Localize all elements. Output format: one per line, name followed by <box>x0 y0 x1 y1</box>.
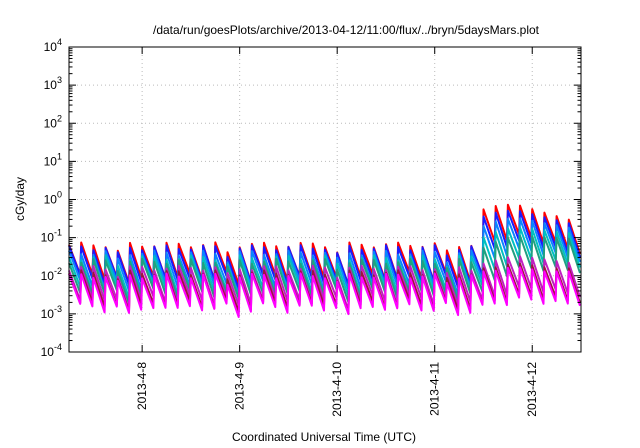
chart-title: /data/run/goesPlots/archive/2013-04-12/1… <box>153 23 540 37</box>
y-tick-label: 100 <box>44 190 62 207</box>
y-axis-ticks: 10-4 10-3 10-2 10-1 100 101 102 103 104 <box>41 37 581 359</box>
x-axis-ticks: 2013-4-8 2013-4-9 2013-4-10 2013-4-11 2013-4… <box>135 47 539 417</box>
y-tick-label: 102 <box>44 113 62 130</box>
y-tick-label: 10-4 <box>41 342 62 359</box>
x-tick-label: 2013-4-9 <box>233 362 247 410</box>
y-tick-label: 101 <box>44 151 62 168</box>
y-tick-label: 10-1 <box>41 228 62 245</box>
x-tick-label: 2013-4-12 <box>525 362 539 417</box>
y-tick-label: 104 <box>44 37 62 54</box>
x-tick-label: 2013-4-10 <box>330 362 344 417</box>
x-axis-label: Coordinated Universal Time (UTC) <box>232 430 416 444</box>
series-group <box>68 203 581 318</box>
y-tick-label: 10-2 <box>41 266 62 283</box>
series-line <box>68 266 581 318</box>
y-tick-label: 103 <box>44 75 62 92</box>
y-axis-label: cGy/day <box>13 177 27 221</box>
x-tick-label: 2013-4-8 <box>135 362 149 410</box>
y-tick-label: 10-3 <box>41 304 62 321</box>
x-tick-label: 2013-4-11 <box>428 362 442 416</box>
